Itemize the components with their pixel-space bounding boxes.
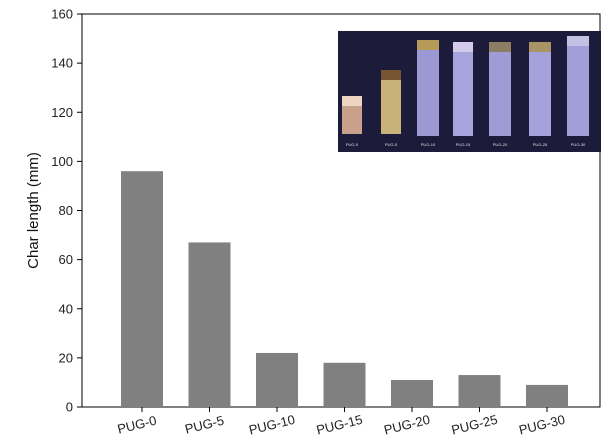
x-tick-label: PUG-0 (116, 413, 158, 437)
x-tick-label: PUG-25 (450, 412, 499, 438)
y-axis-label: Char length (mm) (25, 152, 42, 269)
specimen-strip (529, 42, 551, 136)
specimen-strip (381, 70, 401, 134)
bar-pug-20 (391, 379, 433, 407)
y-tick-label: 160 (51, 7, 73, 22)
bar-pug-10 (256, 352, 298, 407)
specimen-label: PUG-20 (493, 142, 508, 147)
y-tick-label: 60 (59, 252, 73, 267)
x-tick-label: PUG-10 (247, 412, 296, 438)
specimen-strip (417, 40, 439, 136)
inset-photo: PUG-0 PUG-5 PUG-10 PUG-15 PUG-20 PUG-25 PUG-30 (338, 31, 601, 152)
y-tick-label: 40 (59, 301, 73, 316)
specimen-strip (489, 42, 511, 136)
specimen-char-zone (453, 42, 473, 52)
y-tick-label: 120 (51, 105, 73, 120)
specimen-label: PUG-15 (456, 142, 471, 147)
specimen-char-zone (342, 96, 362, 106)
y-ticks: 0 20 40 60 80 100 120 140 160 (51, 7, 82, 415)
bar-pug-30 (526, 384, 568, 407)
bar-pug-15 (323, 362, 366, 407)
bars (121, 171, 568, 407)
specimen-label: PUG-10 (421, 142, 436, 147)
specimen-label: PUG-30 (571, 142, 586, 147)
specimen-char-zone (417, 40, 439, 50)
x-tick-label: PUG-5 (183, 413, 225, 437)
y-tick-label: 0 (66, 400, 73, 415)
specimen-char-zone (529, 42, 551, 52)
specimen-char-zone (489, 42, 511, 52)
y-tick-label: 140 (51, 56, 73, 71)
bar-pug-5 (188, 242, 231, 407)
x-tick-label: PUG-15 (315, 412, 364, 438)
specimen-label: PUG-0 (346, 142, 359, 147)
x-tick-label: PUG-30 (517, 412, 566, 438)
specimen-strip (567, 36, 589, 136)
specimen-strip (453, 42, 473, 136)
specimen-label: PUG-25 (533, 142, 548, 147)
y-tick-label: 100 (51, 154, 73, 169)
specimen-char-zone (567, 36, 589, 46)
x-ticks: PUG-0 PUG-5 PUG-10 PUG-15 PUG-20 PUG-25 PUG-30 (116, 407, 567, 438)
y-tick-label: 20 (59, 350, 73, 365)
bar-pug-0 (121, 171, 163, 407)
bar-pug-25 (458, 375, 501, 407)
specimen-char-zone (381, 70, 401, 80)
x-tick-label: PUG-20 (382, 412, 431, 438)
specimen-label: PUG-5 (385, 142, 398, 147)
y-tick-label: 80 (59, 203, 73, 218)
